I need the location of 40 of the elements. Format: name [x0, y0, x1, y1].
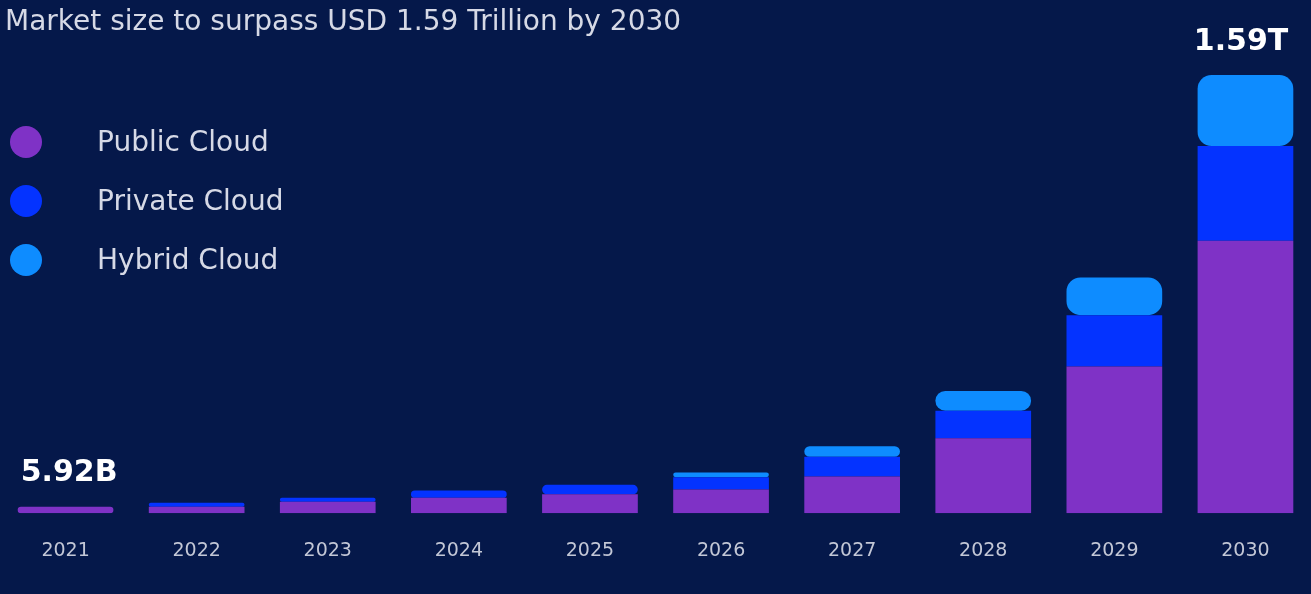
- x-tick-label: 2026: [696, 537, 746, 560]
- legend-label: Public Cloud: [97, 125, 269, 158]
- x-tick-label: 2028: [959, 537, 1008, 560]
- bar: [1197, 75, 1294, 146]
- x-tick-label: 2023: [303, 537, 352, 560]
- bar: [804, 476, 900, 514]
- bar: [411, 490, 507, 498]
- bar: [1197, 240, 1294, 514]
- annotation: 1.59T: [1193, 21, 1289, 57]
- bar: [148, 502, 245, 507]
- bar: [542, 494, 638, 514]
- x-tick-label: 2027: [827, 537, 877, 560]
- bar: [935, 438, 1032, 514]
- bar: [1066, 315, 1163, 367]
- bar: [673, 472, 769, 478]
- bar: [542, 484, 638, 495]
- bar: [411, 497, 507, 514]
- bar: [1066, 366, 1163, 514]
- bar: [1066, 277, 1163, 316]
- bar: [148, 506, 245, 514]
- x-tick-label: 2030: [1221, 537, 1270, 560]
- bar: [804, 456, 900, 477]
- bar: [1197, 145, 1294, 241]
- x-tick-label: 2021: [41, 537, 90, 560]
- x-tick-label: 2025: [565, 537, 615, 560]
- x-tick-label: 2029: [1090, 537, 1139, 560]
- legend-label: Private Cloud: [97, 184, 284, 217]
- bar: [673, 489, 769, 514]
- legend-label: Hybrid Cloud: [97, 243, 279, 276]
- x-tick-label: 2022: [172, 537, 221, 560]
- annotation: 5.92B: [20, 453, 118, 489]
- x-tick-label: 2024: [434, 537, 484, 560]
- bar: [279, 497, 376, 502]
- bar: [804, 446, 900, 457]
- bar: [279, 501, 376, 514]
- bar: [935, 410, 1032, 439]
- bar: [17, 506, 114, 514]
- chart-title: Market size to surpass USD 1.59 Trillion by 2030: [5, 4, 682, 37]
- bar: [673, 477, 769, 490]
- bar: [935, 390, 1032, 411]
